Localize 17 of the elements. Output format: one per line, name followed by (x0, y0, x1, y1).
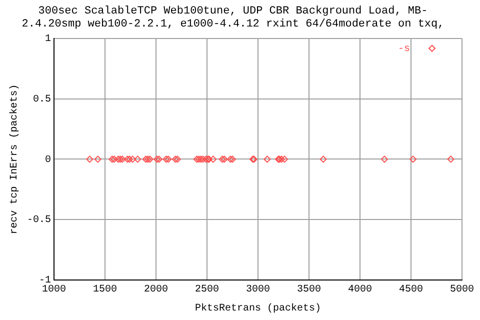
x-tick-label: 4000 (348, 284, 372, 296)
x-tick-label: 1500 (92, 284, 118, 296)
x-tick-label: 2500 (194, 284, 220, 296)
x-axis-title: PktsRetrans (packets) (194, 302, 322, 315)
y-tick-label: -0.5 (26, 215, 52, 226)
legend-label: -s (398, 44, 410, 56)
chart-title: 300sec ScalableTCP Web100tune, UDP CBR Background Load, MB-2.4.20smp web100-2.2.1, e1000-4.4.12 rxint 64/64moderate on txq, (22, 6, 444, 31)
x-tick-label: 4500 (398, 284, 424, 296)
x-tick-label: 3500 (296, 284, 322, 296)
x-tick-label: 5000 (450, 284, 474, 296)
y-tick-label: 1 (44, 34, 52, 46)
y-tick-label: 0 (44, 154, 52, 166)
y-tick-label: 0.5 (32, 94, 52, 106)
x-tick-label: 3000 (246, 284, 270, 296)
x-tick-label: 1000 (42, 284, 66, 296)
x-tick-label: 2000 (144, 284, 168, 296)
y-axis-title: recv tcp InErrs (packets) (8, 84, 21, 234)
